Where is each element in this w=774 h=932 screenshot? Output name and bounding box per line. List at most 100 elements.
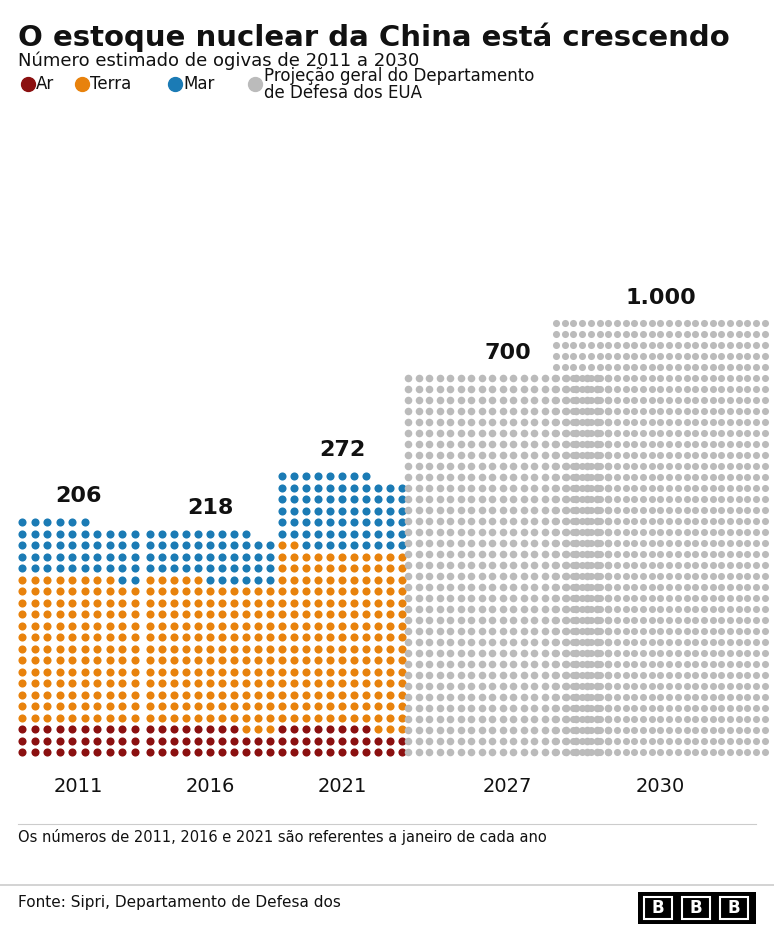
- Point: [180, 721, 192, 736]
- Point: [312, 469, 324, 484]
- Point: [360, 664, 372, 678]
- Point: [663, 635, 675, 650]
- Point: [168, 733, 180, 748]
- Point: [594, 656, 606, 671]
- Point: [584, 514, 597, 528]
- Point: [507, 722, 519, 737]
- Point: [680, 635, 693, 650]
- Point: [433, 733, 446, 748]
- Point: [707, 502, 719, 517]
- Point: [360, 514, 372, 529]
- Point: [663, 546, 675, 561]
- Point: [288, 687, 300, 702]
- Point: [559, 415, 571, 430]
- Point: [697, 415, 710, 430]
- Point: [116, 664, 128, 678]
- Point: [601, 569, 614, 583]
- Point: [732, 436, 745, 451]
- Point: [423, 591, 435, 606]
- Point: [715, 514, 728, 528]
- Point: [654, 701, 666, 716]
- Point: [41, 629, 53, 644]
- Point: [444, 722, 456, 737]
- Point: [697, 646, 710, 661]
- Point: [584, 470, 597, 485]
- Point: [507, 536, 519, 551]
- Point: [550, 392, 562, 407]
- Point: [559, 514, 571, 528]
- Point: [628, 360, 641, 375]
- Point: [628, 591, 641, 606]
- Point: [517, 624, 529, 638]
- Point: [724, 536, 736, 551]
- Point: [663, 711, 675, 726]
- Point: [602, 701, 615, 716]
- Point: [601, 591, 614, 606]
- Point: [216, 664, 228, 678]
- Point: [619, 349, 632, 363]
- Point: [672, 612, 684, 627]
- Point: [672, 546, 684, 561]
- Point: [550, 536, 562, 551]
- Point: [580, 656, 593, 671]
- Point: [715, 392, 728, 407]
- Point: [628, 326, 641, 341]
- Point: [444, 404, 456, 418]
- Point: [732, 381, 745, 396]
- Point: [413, 481, 425, 496]
- Point: [372, 514, 384, 529]
- Point: [672, 690, 684, 705]
- Point: [550, 426, 562, 441]
- Point: [559, 591, 571, 606]
- Point: [724, 436, 736, 451]
- Point: [507, 381, 519, 396]
- Point: [192, 549, 204, 564]
- Point: [91, 676, 103, 691]
- Point: [372, 595, 384, 610]
- Point: [486, 701, 498, 716]
- Point: [276, 514, 288, 529]
- Point: [707, 404, 719, 418]
- Point: [336, 560, 348, 575]
- Point: [53, 721, 66, 736]
- Point: [116, 618, 128, 633]
- Point: [732, 646, 745, 661]
- Point: [560, 536, 572, 551]
- Point: [372, 710, 384, 725]
- Point: [549, 546, 561, 561]
- Point: [116, 733, 128, 748]
- Point: [576, 491, 588, 506]
- Point: [300, 710, 312, 725]
- Point: [594, 635, 606, 650]
- Point: [707, 711, 719, 726]
- Point: [444, 546, 456, 561]
- Point: [486, 678, 498, 693]
- Point: [53, 560, 66, 575]
- Point: [128, 676, 141, 691]
- Point: [663, 337, 675, 352]
- Point: [78, 652, 91, 667]
- Point: [454, 667, 467, 682]
- Point: [584, 525, 597, 540]
- Point: [486, 601, 498, 616]
- Point: [144, 745, 156, 760]
- Point: [663, 624, 675, 638]
- Point: [103, 699, 115, 714]
- Point: [724, 546, 736, 561]
- Point: [528, 436, 540, 451]
- Point: [103, 687, 115, 702]
- Point: [156, 687, 168, 702]
- Point: [402, 635, 414, 650]
- Point: [576, 580, 588, 595]
- Point: [496, 525, 509, 540]
- Point: [602, 745, 615, 760]
- Point: [715, 612, 728, 627]
- Point: [594, 316, 606, 331]
- Point: [336, 538, 348, 553]
- Point: [372, 721, 384, 736]
- Point: [66, 664, 78, 678]
- Point: [559, 536, 571, 551]
- Point: [580, 371, 593, 386]
- Point: [423, 569, 435, 583]
- Point: [750, 612, 762, 627]
